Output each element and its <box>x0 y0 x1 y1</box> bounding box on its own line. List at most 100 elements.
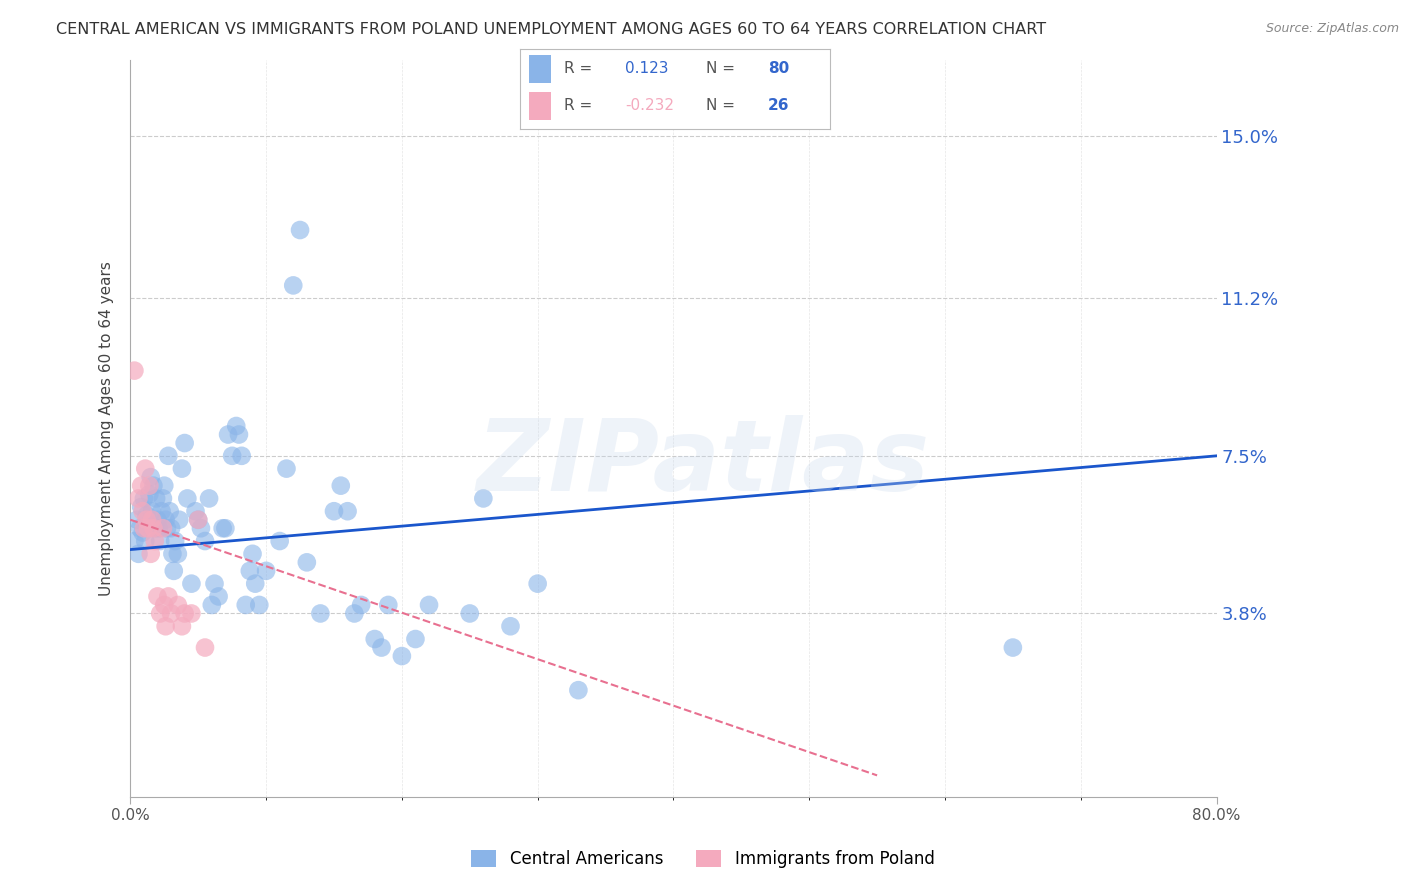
Point <box>231 449 253 463</box>
Point <box>135 513 157 527</box>
Point <box>166 598 188 612</box>
Point <box>150 504 173 518</box>
Point <box>159 504 181 518</box>
Point <box>131 525 153 540</box>
Point <box>148 521 170 535</box>
Point <box>124 363 146 377</box>
Point <box>190 521 212 535</box>
Point <box>217 427 239 442</box>
Point <box>283 278 305 293</box>
Point <box>201 598 224 612</box>
Point <box>1001 640 1024 655</box>
Point <box>156 521 179 535</box>
Point <box>146 513 169 527</box>
Point <box>124 534 146 549</box>
Text: -0.232: -0.232 <box>626 98 675 113</box>
Point <box>142 521 165 535</box>
Point <box>145 491 167 506</box>
Point <box>526 576 548 591</box>
Point <box>276 461 298 475</box>
Point <box>128 521 150 535</box>
Point <box>163 564 186 578</box>
Point <box>138 487 160 501</box>
Point <box>176 491 198 506</box>
Point <box>187 513 209 527</box>
Point <box>127 547 149 561</box>
Point <box>139 470 162 484</box>
Point <box>377 598 399 612</box>
Point <box>132 521 155 535</box>
Point <box>134 461 156 475</box>
Point <box>173 607 195 621</box>
Point <box>135 508 157 523</box>
Point <box>160 521 183 535</box>
Point <box>138 478 160 492</box>
Point <box>139 547 162 561</box>
Point <box>225 419 247 434</box>
Text: Source: ZipAtlas.com: Source: ZipAtlas.com <box>1265 22 1399 36</box>
Text: R =: R = <box>564 98 592 113</box>
Point <box>152 521 174 535</box>
Point <box>343 607 366 621</box>
Point <box>472 491 495 506</box>
Point <box>370 640 392 655</box>
Point <box>141 504 163 518</box>
Point <box>194 534 217 549</box>
Point <box>295 555 318 569</box>
Text: 80: 80 <box>768 62 789 76</box>
Point <box>288 223 311 237</box>
Point <box>247 598 270 612</box>
Point <box>146 590 169 604</box>
Point <box>228 427 250 442</box>
Point <box>364 632 387 646</box>
Point <box>194 640 217 655</box>
Point <box>136 521 159 535</box>
Point <box>391 649 413 664</box>
Point <box>458 607 481 621</box>
Point <box>239 564 262 578</box>
Point <box>242 547 264 561</box>
Point <box>134 534 156 549</box>
Point <box>567 683 589 698</box>
Text: N =: N = <box>706 62 735 76</box>
Point <box>153 598 176 612</box>
Text: R =: R = <box>564 62 592 76</box>
Point <box>160 607 183 621</box>
Point <box>323 504 346 518</box>
Point <box>187 513 209 527</box>
Point <box>180 576 202 591</box>
Point <box>184 504 207 518</box>
Point <box>129 500 152 514</box>
Point <box>155 619 177 633</box>
Point <box>173 436 195 450</box>
Point <box>142 478 165 492</box>
Point <box>157 449 180 463</box>
Point <box>152 491 174 506</box>
Point <box>198 491 221 506</box>
Point <box>350 598 373 612</box>
Point <box>149 607 172 621</box>
Point <box>129 478 152 492</box>
Point <box>132 491 155 506</box>
Point <box>143 534 166 549</box>
Y-axis label: Unemployment Among Ages 60 to 64 years: Unemployment Among Ages 60 to 64 years <box>100 260 114 596</box>
Text: CENTRAL AMERICAN VS IMMIGRANTS FROM POLAND UNEMPLOYMENT AMONG AGES 60 TO 64 YEAR: CENTRAL AMERICAN VS IMMIGRANTS FROM POLA… <box>56 22 1046 37</box>
Point <box>127 491 149 506</box>
Point <box>204 576 226 591</box>
Point <box>155 513 177 527</box>
Point <box>180 607 202 621</box>
Point <box>127 513 149 527</box>
Point <box>165 534 187 549</box>
Point <box>166 547 188 561</box>
Point <box>336 504 359 518</box>
Text: 26: 26 <box>768 98 789 113</box>
Point <box>214 521 236 535</box>
Point <box>235 598 257 612</box>
Legend: Central Americans, Immigrants from Poland: Central Americans, Immigrants from Polan… <box>464 843 942 875</box>
Point <box>153 478 176 492</box>
Point <box>141 513 163 527</box>
Point <box>157 590 180 604</box>
Point <box>207 590 229 604</box>
Point <box>143 521 166 535</box>
Point <box>221 449 243 463</box>
